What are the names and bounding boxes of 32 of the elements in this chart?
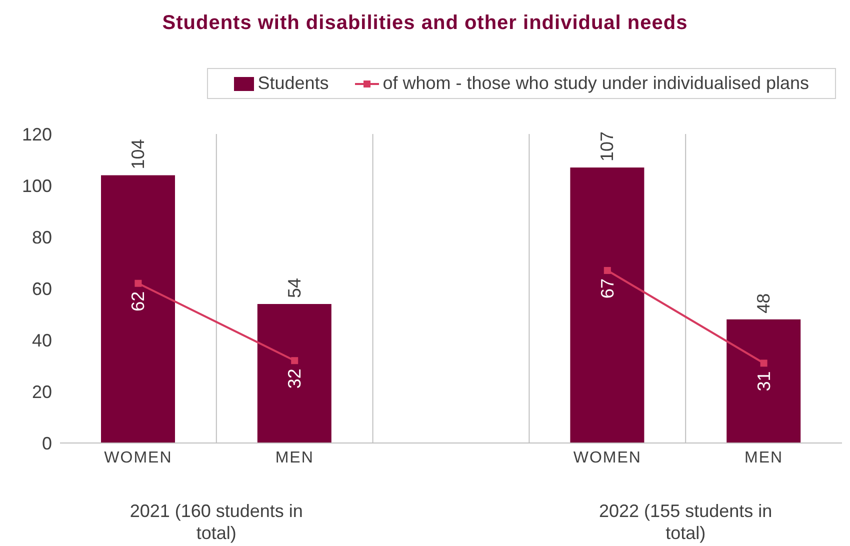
point xyxy=(760,360,768,367)
y-tick-label: 40 xyxy=(32,330,52,350)
y-tick-label: 100 xyxy=(22,176,52,196)
point xyxy=(291,357,298,364)
data-label: 31 xyxy=(754,371,774,392)
data-label: 62 xyxy=(128,291,148,312)
bar xyxy=(726,319,801,443)
legend-label: of whom - those who study under individualised plans xyxy=(382,73,809,94)
y-tick-label: 120 xyxy=(22,124,52,144)
x-tick-label: WOMEN xyxy=(573,449,642,466)
data-label: 107 xyxy=(597,131,618,162)
x-tick-label: WOMEN xyxy=(104,449,172,466)
data-label: 67 xyxy=(597,278,618,299)
text: 2022 (155 students in total) xyxy=(598,500,774,544)
x-tick-label: MEN xyxy=(744,449,784,466)
y-tick-label: 60 xyxy=(32,278,52,299)
y-tick-label: 0 xyxy=(42,433,52,454)
bar xyxy=(570,167,644,443)
data-label: 54 xyxy=(284,278,304,298)
data-label: 32 xyxy=(284,368,305,389)
y-tick-label: 80 xyxy=(32,227,52,248)
point xyxy=(134,280,142,287)
bar xyxy=(257,304,332,443)
legend-label: Students xyxy=(258,73,329,94)
chart-title: Students with disabilities and other individual needs xyxy=(161,12,689,35)
bar xyxy=(101,175,175,443)
data-label: 104 xyxy=(128,139,148,170)
y-tick-label: 20 xyxy=(32,382,52,402)
text: 2021 (160 students in total) xyxy=(128,500,304,544)
point xyxy=(604,266,611,274)
data-label: 48 xyxy=(754,293,774,314)
x-tick-label: MEN xyxy=(275,449,314,466)
